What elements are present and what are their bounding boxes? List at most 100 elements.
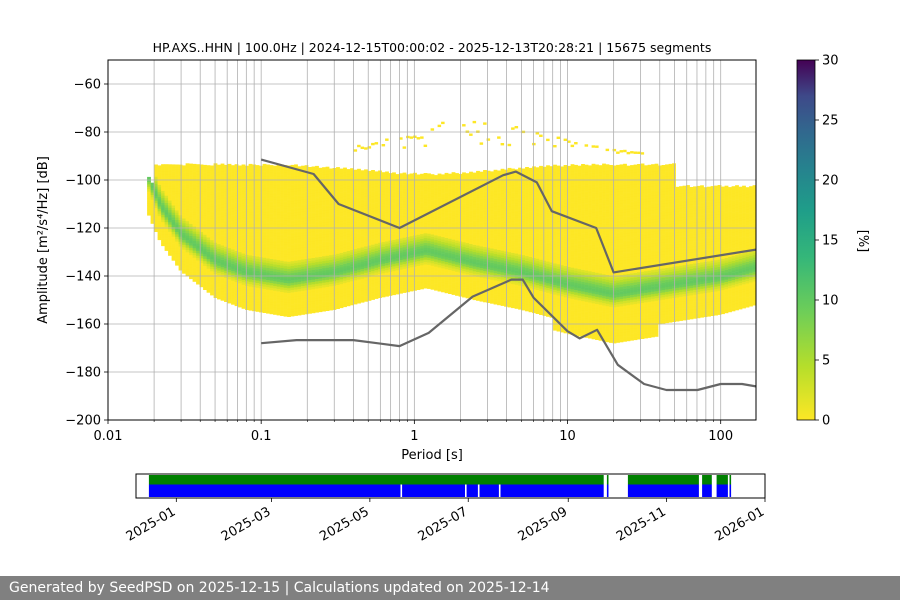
heatmap-cell	[353, 188, 358, 192]
heatmap-cell	[385, 193, 389, 196]
heatmap-cell	[315, 295, 319, 299]
heatmap-cell	[462, 177, 466, 180]
heatmap-cell	[413, 201, 417, 205]
heatmap-cell	[441, 198, 445, 202]
heatmap-cell	[406, 224, 410, 228]
heatmap-cell	[269, 237, 274, 240]
heatmap-cell	[367, 288, 372, 292]
heatmap-cell	[157, 172, 162, 176]
heatmap-cell	[402, 278, 407, 281]
heatmap-cell	[213, 168, 218, 171]
heatmap-cell	[262, 183, 267, 186]
heatmap-cell	[462, 278, 466, 281]
heatmap-cell	[448, 202, 452, 206]
heatmap-cell	[266, 260, 270, 264]
heatmap-cell	[150, 213, 155, 217]
heatmap-cell	[374, 284, 379, 287]
heatmap-cell	[227, 173, 232, 177]
heatmap-cell	[371, 292, 375, 296]
heatmap-cell	[175, 200, 179, 204]
heatmap-cell	[451, 268, 456, 271]
heatmap-cell	[269, 181, 274, 185]
heatmap-cell	[192, 240, 197, 244]
heatmap-cell	[343, 297, 347, 300]
heatmap-cell	[157, 237, 162, 241]
heatmap-cell	[413, 184, 417, 188]
heatmap-cell	[360, 271, 365, 274]
heatmap-cell	[168, 169, 172, 172]
heatmap-cell	[343, 208, 347, 212]
heatmap-cell	[294, 270, 298, 273]
heatmap-cell	[420, 269, 424, 273]
heatmap-cell	[192, 216, 197, 220]
heatmap-cell	[168, 241, 172, 244]
heatmap-cell	[262, 305, 267, 309]
heatmap-cell	[399, 175, 403, 179]
heatmap-cell	[343, 263, 347, 267]
heatmap-cell	[199, 236, 204, 240]
heatmap-cell	[304, 225, 309, 228]
heatmap-cell	[171, 248, 176, 252]
heatmap-cell	[213, 213, 218, 217]
heatmap-cell	[339, 214, 344, 217]
heatmap-cell	[311, 204, 316, 208]
heatmap-cell	[290, 217, 295, 221]
heatmap-cell	[427, 219, 431, 222]
heatmap-cell	[395, 231, 400, 235]
heatmap-cell	[441, 268, 445, 271]
heatmap-cell	[357, 260, 361, 263]
heatmap-cell	[430, 203, 435, 206]
heatmap-cell	[266, 262, 270, 266]
heatmap-cell	[304, 285, 309, 288]
heatmap-cell	[273, 184, 277, 188]
heatmap-cell	[273, 201, 277, 205]
heatmap-cell	[203, 241, 207, 245]
heatmap-cell	[294, 303, 298, 307]
heatmap-cell	[339, 190, 344, 193]
heatmap-cell	[374, 173, 379, 177]
heatmap-cell	[420, 181, 424, 184]
heatmap-cell	[301, 247, 305, 250]
heatmap-cell	[210, 213, 214, 217]
heatmap-cell	[371, 287, 375, 291]
heatmap-cell	[178, 246, 183, 249]
heatmap-cell	[287, 167, 291, 171]
heatmap-cell	[339, 267, 344, 270]
heatmap-cell	[385, 293, 389, 297]
heatmap-cell	[280, 260, 284, 264]
heatmap-cell	[161, 197, 165, 201]
heatmap-cell	[409, 245, 414, 249]
heatmap-cell	[318, 235, 323, 238]
heatmap-cell	[385, 188, 389, 191]
heatmap-cell	[448, 257, 452, 261]
heatmap-cell	[444, 235, 449, 238]
heatmap-cell	[171, 224, 176, 228]
heatmap-cell	[339, 255, 344, 258]
heatmap-cell	[455, 235, 459, 239]
heatmap-cell	[185, 273, 190, 277]
heatmap-cell	[325, 224, 330, 227]
heatmap-cell	[374, 250, 379, 254]
heatmap-cell	[423, 257, 428, 260]
heatmap-cell	[353, 263, 358, 266]
heatmap-cell	[217, 284, 221, 288]
heatmap-cell	[469, 133, 473, 136]
heatmap-cell	[206, 196, 211, 200]
heatmap-cell	[360, 230, 365, 233]
heatmap-cell	[469, 188, 473, 192]
heatmap-cell	[245, 247, 249, 250]
heatmap-cell	[318, 249, 323, 253]
heatmap-cell	[276, 171, 281, 174]
heatmap-cell	[273, 285, 277, 289]
heatmap-cell	[315, 269, 319, 272]
heatmap-cell	[241, 176, 246, 180]
heatmap-cell	[161, 243, 165, 247]
heatmap-cell	[325, 305, 330, 309]
heatmap-cell	[371, 177, 375, 180]
heatmap-cell	[451, 261, 456, 264]
heatmap-cell	[430, 272, 435, 276]
heatmap-cell	[346, 289, 351, 292]
heatmap-cell	[336, 270, 340, 273]
heatmap-cell	[441, 191, 445, 194]
heatmap-cell	[336, 167, 340, 170]
